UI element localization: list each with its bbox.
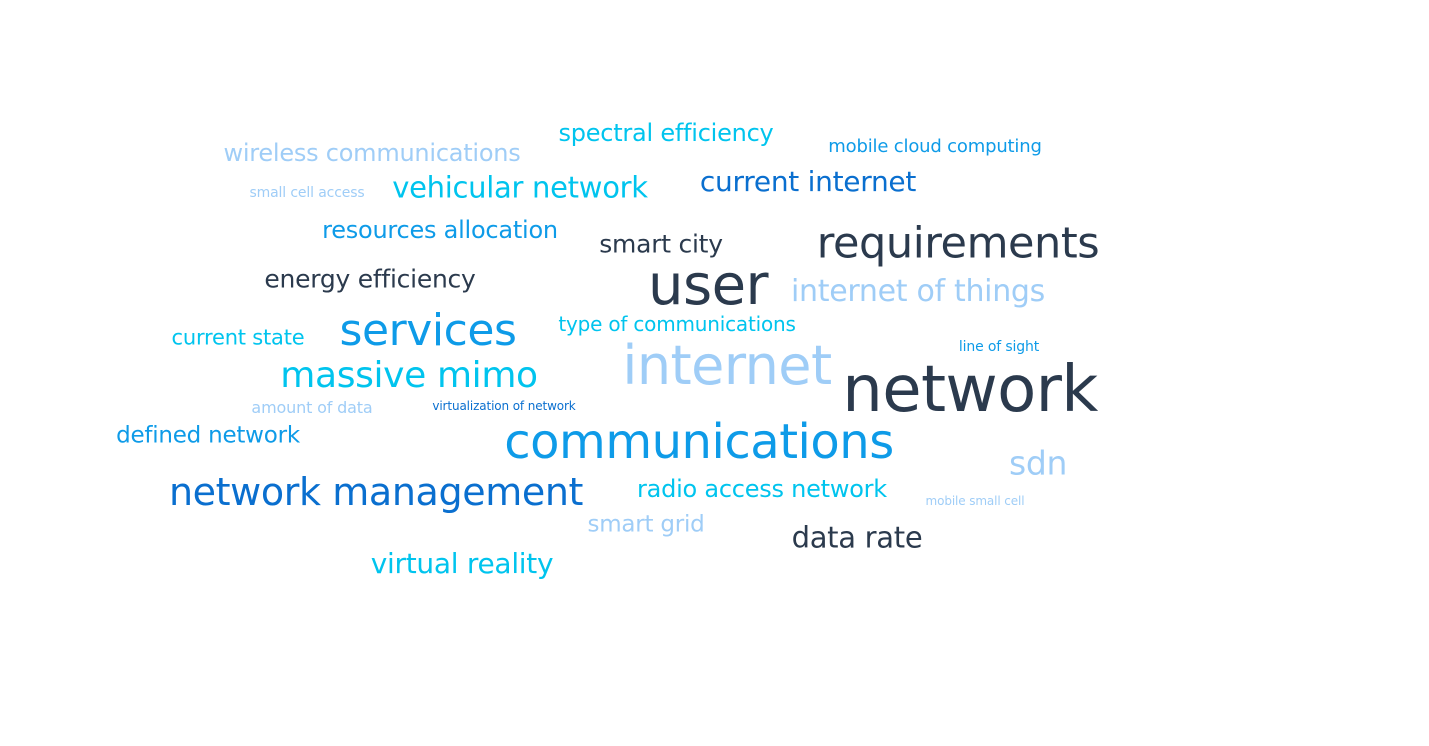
word-services: services [339, 305, 517, 356]
word-mobile-cloud-computing: mobile cloud computing [828, 136, 1042, 157]
word-sdn: sdn [1008, 443, 1068, 483]
word-mobile-small-cell: mobile small cell [925, 494, 1025, 508]
word-wireless-communications: wireless communications [223, 139, 521, 167]
word-smart-grid: smart grid [587, 511, 705, 538]
word-massive-mimo: massive mimo [280, 355, 538, 396]
word-network-management: network management [168, 470, 584, 514]
word-defined-network: defined network [116, 422, 300, 449]
word-vehicular-network: vehicular network [392, 170, 648, 205]
word-radio-access-network: radio access network [637, 475, 887, 503]
word-amount-of-data: amount of data [251, 398, 373, 417]
word-type-of-communications: type of communications [558, 312, 796, 336]
word-resources-allocation: resources allocation [322, 216, 558, 244]
word-virtualization-of-network: virtualization of network [432, 399, 576, 413]
word-current-internet: current internet [699, 165, 917, 198]
word-energy-efficiency: energy efficiency [264, 264, 476, 294]
word-small-cell-access: small cell access [249, 185, 365, 201]
word-internet: internet [622, 334, 832, 397]
word-line-of-sight: line of sight [958, 339, 1040, 355]
word-communications: communications [504, 414, 894, 470]
word-spectral-efficiency: spectral efficiency [558, 119, 774, 147]
word-user: user [648, 253, 768, 318]
word-network: network [842, 353, 1098, 427]
word-current-state: current state [171, 325, 305, 350]
word-virtual-reality: virtual reality [370, 547, 554, 580]
word-smart-city: smart city [599, 229, 723, 259]
word-requirements: requirements [816, 218, 1100, 269]
word-data-rate: data rate [791, 520, 923, 555]
word-internet-of-things: internet of things [791, 274, 1045, 309]
